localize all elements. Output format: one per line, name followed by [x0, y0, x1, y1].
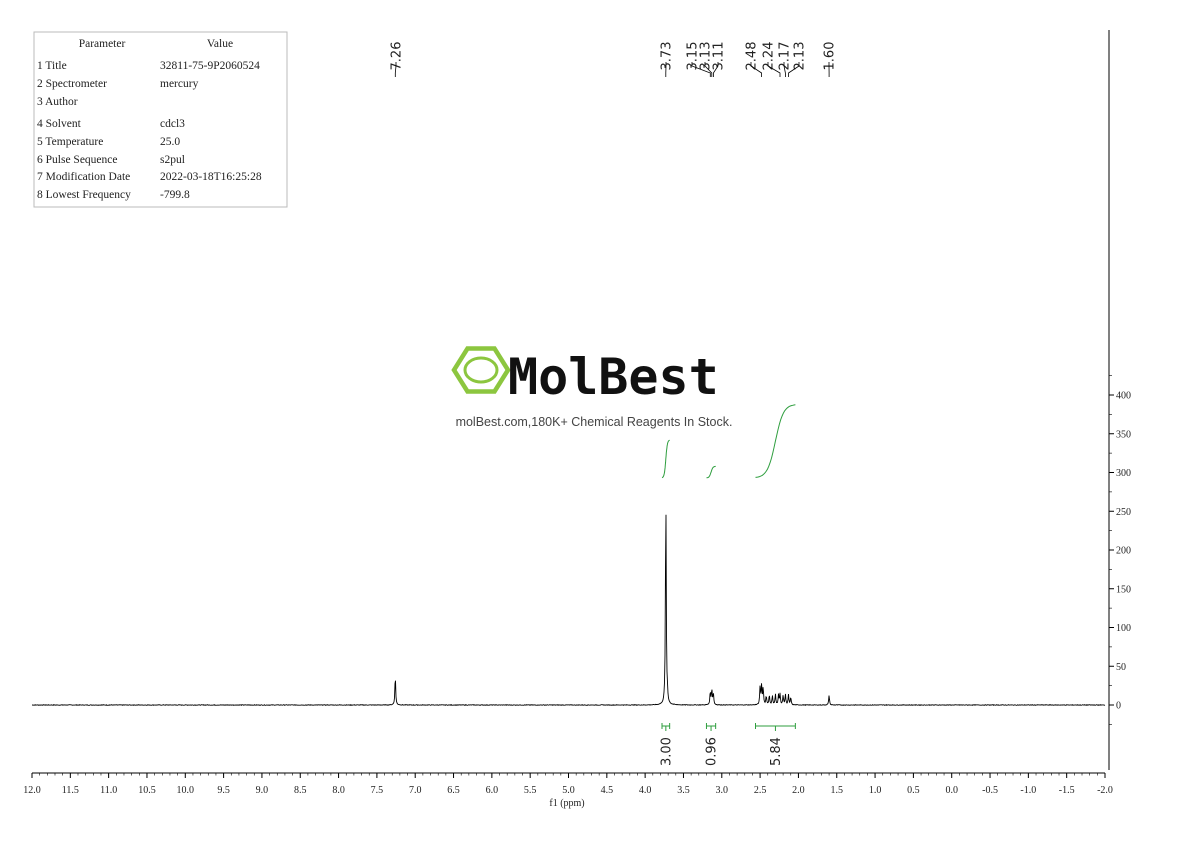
peak-label-connector — [788, 62, 800, 77]
hexagon-outer-icon — [451, 346, 511, 394]
x-tick-label: 2.0 — [792, 785, 805, 796]
peak-label-connector — [691, 62, 711, 77]
param-value: mercury — [160, 78, 199, 90]
param-name: 3 Author — [37, 96, 78, 108]
param-name: 1 Title — [37, 60, 67, 72]
integral-value-label: 0.96 — [705, 737, 720, 766]
x-axis-ticks: 12.0 11.5 11.0 10.5 10.0 9.5 9.0 8.5 8.0 7.5 7.0 6.… — [23, 773, 1113, 796]
param-name: 7 Modification Date — [37, 171, 130, 183]
param-name: 2 Spectrometer — [37, 78, 107, 90]
x-tick-label: 4.0 — [639, 785, 652, 796]
peak-label: 2.24 — [762, 42, 777, 71]
peak-label: 1.60 — [823, 42, 838, 71]
peak-label-connector — [783, 62, 786, 77]
x-tick-label: 3.0 — [716, 785, 729, 796]
integral-curve — [661, 439, 670, 479]
x-tick-label: 6.0 — [486, 785, 499, 796]
x-tick-label: -0.5 — [982, 785, 998, 796]
integral-value-label: 5.84 — [769, 737, 784, 766]
x-tick-label: 0.0 — [945, 785, 958, 796]
y-tick-label: 200 — [1116, 546, 1131, 557]
integral-curve — [755, 404, 796, 478]
param-name: 4 Solvent — [37, 118, 82, 130]
integral-curve — [706, 465, 716, 479]
integral-value-label: 3.00 — [659, 737, 674, 766]
spectrum-line — [32, 514, 1106, 707]
x-tick-label: 11.0 — [100, 785, 117, 796]
x-tick-label: 1.5 — [831, 785, 844, 796]
param-header-parameter: Parameter — [79, 38, 126, 50]
peak-label-connector — [750, 62, 762, 77]
watermark-tagline: molBest.com,180K+ Chemical Reagents In S… — [456, 415, 733, 429]
peak-label: 2.13 — [793, 42, 808, 71]
x-tick-label: -1.0 — [1020, 785, 1036, 796]
param-header-value: Value — [207, 38, 233, 50]
y-tick-label: 300 — [1116, 468, 1131, 479]
param-value: 25.0 — [160, 136, 180, 148]
peak-label: 3.73 — [660, 42, 675, 71]
x-tick-label: 6.5 — [447, 785, 460, 796]
watermark-brand: MolBest — [508, 348, 719, 406]
y-axis-ticks: 0 50 100 150 200 250 300 350 400 — [1109, 375, 1131, 725]
x-tick-label: 5.5 — [524, 785, 537, 796]
x-tick-label: 2.5 — [754, 785, 767, 796]
param-value: 32811-75-9P2060524 — [160, 60, 260, 72]
parameter-table-border — [33, 31, 288, 208]
molbest-watermark: MolBest molBest.com,180K+ Chemical Reage… — [451, 346, 733, 429]
y-tick-label: 250 — [1116, 507, 1131, 518]
param-value: s2pul — [160, 154, 185, 166]
param-value: 2022-03-18T16:25:28 — [160, 171, 262, 183]
x-tick-label: 7.5 — [371, 785, 384, 796]
x-tick-label: 4.5 — [601, 785, 614, 796]
x-tick-label: 9.0 — [256, 785, 269, 796]
param-value: -799.8 — [160, 189, 190, 201]
x-tick-label: 5.0 — [562, 785, 575, 796]
peak-label-connector — [704, 62, 713, 77]
hexagon-ring-icon — [463, 356, 499, 384]
peak-label-connector — [767, 62, 781, 77]
peak-label: 3.13 — [699, 42, 714, 71]
param-name: 6 Pulse Sequence — [37, 154, 117, 166]
y-tick-label: 0 — [1116, 701, 1121, 712]
molbest-logo-icon — [451, 346, 511, 394]
x-axis-label: f1 (ppm) — [549, 798, 584, 809]
x-tick-label: 8.0 — [332, 785, 345, 796]
x-tick-label: 3.5 — [677, 785, 690, 796]
y-tick-label: 400 — [1116, 391, 1131, 402]
peak-label: 3.11 — [712, 42, 727, 71]
param-value: cdcl3 — [160, 118, 185, 130]
spectrum-trace — [32, 514, 1106, 707]
y-tick-label: 100 — [1116, 623, 1131, 634]
peak-label: 2.17 — [778, 42, 793, 71]
chart-axes: 12.0 11.5 11.0 10.5 10.0 9.5 9.0 8.5 8.0 7.5 7.0 6.… — [23, 30, 1131, 809]
x-tick-label: 7.0 — [409, 785, 422, 796]
peak-label-connector — [394, 62, 397, 77]
parameter-table: Parameter Value 1 Title 32811-75-9P2060524 2… — [33, 31, 288, 208]
param-name: 5 Temperature — [37, 136, 103, 148]
x-tick-label: 9.5 — [217, 785, 230, 796]
x-tick-label: 10.5 — [138, 785, 156, 796]
y-tick-label: 150 — [1116, 584, 1131, 595]
parameter-table-rows: Parameter Value 1 Title 32811-75-9P2060524 2… — [37, 38, 262, 201]
peak-label: 2.48 — [745, 42, 760, 71]
peak-labels: 7.26 3.73 3.153.133.11 2.48 2.24 2.17 2.13 1.60 — [390, 42, 838, 77]
x-tick-label: 0.5 — [907, 785, 920, 796]
y-tick-label: 350 — [1116, 429, 1131, 440]
peak-label: 7.26 — [390, 42, 405, 71]
integral-curves: 3.00 0.96 5.84 — [659, 404, 796, 766]
param-name: 8 Lowest Frequency — [37, 189, 131, 201]
x-tick-label: 8.5 — [294, 785, 307, 796]
x-tick-label: 1.0 — [869, 785, 882, 796]
x-tick-label: 11.5 — [62, 785, 79, 796]
x-tick-label: -1.5 — [1059, 785, 1075, 796]
y-tick-label: 50 — [1116, 662, 1126, 673]
x-tick-label: 10.0 — [177, 785, 195, 796]
x-tick-label: 12.0 — [23, 785, 41, 796]
x-tick-label: -2.0 — [1097, 785, 1113, 796]
peak-label-connector — [713, 62, 719, 77]
peak-label: 3.15 — [686, 42, 701, 71]
